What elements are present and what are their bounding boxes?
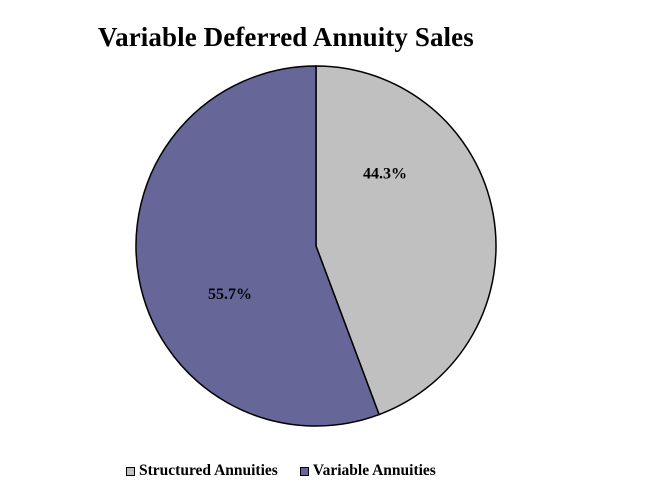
pie-slice-label-variable-annuities: 55.7% — [208, 286, 252, 303]
pie-slice-structured-annuities — [315, 65, 497, 416]
legend-label-variable-annuities: Variable Annuities — [312, 462, 436, 479]
pie-slice-label-structured-annuities: 44.3% — [363, 166, 407, 183]
legend-item-structured-annuities: Structured Annuities — [126, 462, 278, 480]
legend-item-variable-annuities: Variable Annuities — [299, 462, 436, 480]
pie-slices — [135, 65, 497, 427]
pie-slice-variable-annuities — [135, 65, 381, 427]
chart-legend: Structured Annuities Variable Annuities — [126, 462, 436, 480]
legend-label-structured-annuities: Structured Annuities — [139, 462, 278, 479]
legend-swatch-structured-annuities — [126, 466, 135, 476]
legend-swatch-variable-annuities — [299, 466, 309, 476]
chart-title: Variable Deferred Annuity Sales — [98, 22, 474, 52]
pie-slice-labels: 44.3% 55.7% — [208, 166, 407, 303]
